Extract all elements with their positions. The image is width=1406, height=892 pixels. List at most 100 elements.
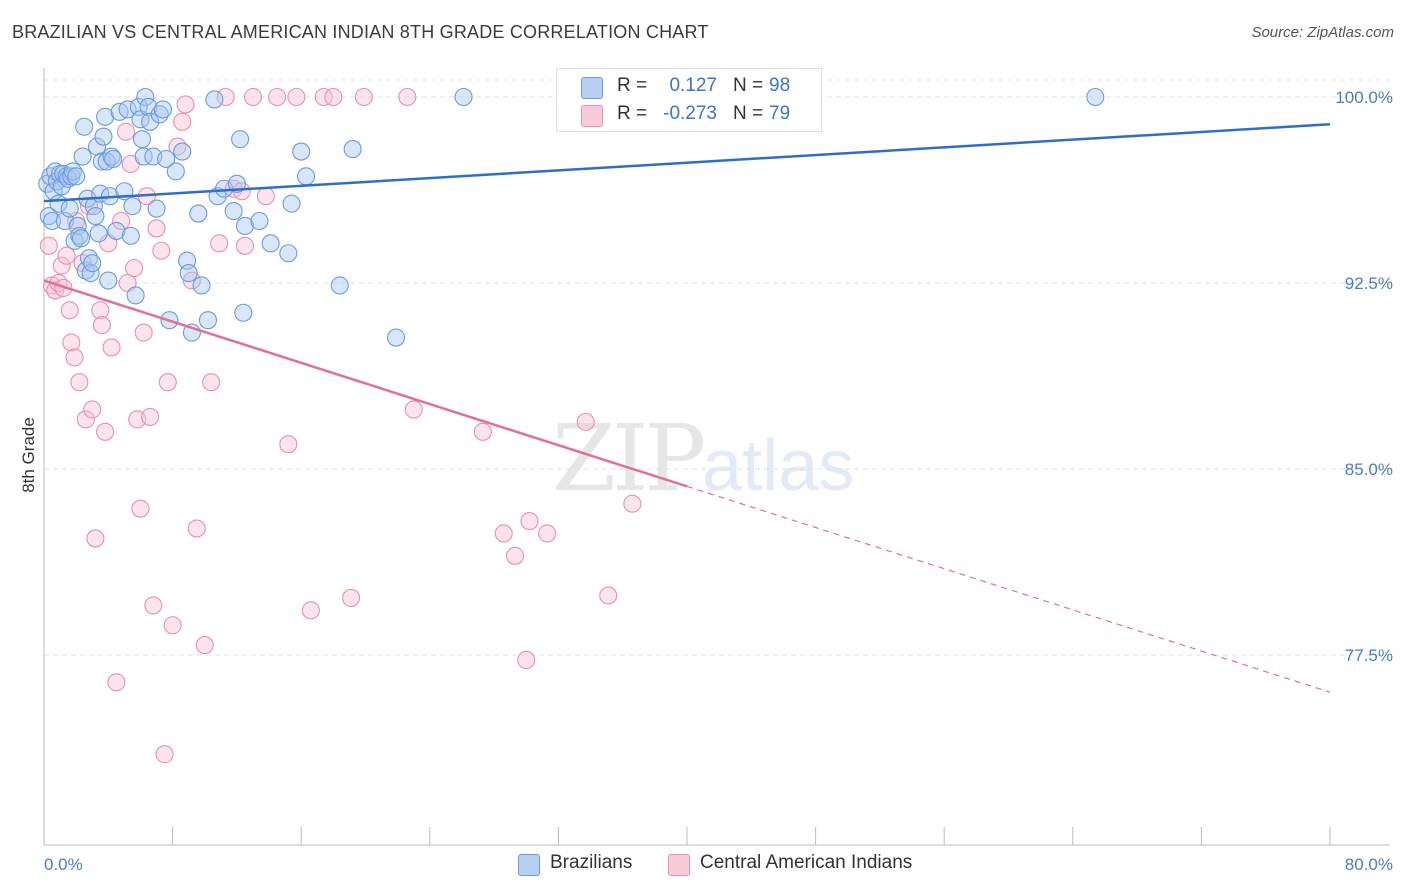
bottom-legend-swatch-blue: [518, 854, 540, 876]
data-point-brazilians: [104, 149, 123, 169]
axes: [43, 68, 1390, 846]
data-point-central-american-indians: [173, 112, 192, 131]
data-point-central-american-indians: [76, 410, 95, 429]
legend-n-value: 79: [769, 103, 791, 124]
data-point-central-american-indians: [155, 745, 174, 764]
bottom-legend-label: Central American Indians: [700, 852, 913, 873]
data-point-brazilians: [123, 197, 142, 216]
data-point-central-american-indians: [505, 546, 525, 565]
data-point-central-american-indians: [268, 87, 287, 107]
data-point-brazilians: [39, 206, 58, 226]
data-point-central-american-indians: [494, 524, 513, 543]
legend-n-label: N =: [733, 75, 764, 96]
data-point-brazilians: [279, 244, 298, 263]
x-tick-label: 80.0%: [1345, 855, 1393, 874]
data-point-central-american-indians: [57, 246, 76, 265]
data-point-brazilians: [292, 142, 311, 161]
data-point-brazilians: [205, 90, 224, 109]
data-point-central-american-indians: [314, 87, 333, 107]
data-point-brazilians: [231, 130, 250, 149]
data-point-brazilians: [63, 162, 82, 181]
data-point-central-american-indians: [301, 601, 320, 620]
data-point-central-american-indians: [287, 87, 306, 107]
data-point-brazilians: [227, 174, 246, 193]
data-point-central-american-indians: [517, 650, 536, 670]
data-point-brazilians: [192, 276, 211, 295]
data-point-brazilians: [386, 328, 406, 347]
data-point-central-american-indians: [202, 373, 221, 392]
data-point-brazilians: [121, 226, 140, 245]
data-point-brazilians: [79, 249, 99, 268]
data-point-central-american-indians: [404, 400, 423, 419]
data-point-central-american-indians: [235, 236, 254, 255]
data-point-central-american-indians: [65, 348, 84, 367]
data-point-brazilians: [157, 149, 176, 169]
data-point-brazilians: [330, 276, 349, 295]
data-point-central-american-indians: [158, 373, 177, 392]
data-point-central-american-indians: [83, 400, 102, 419]
data-point-central-american-indians: [341, 588, 361, 608]
data-point-brazilians: [94, 127, 113, 146]
legend-row-brazilians: R = 0.127 N = 98: [557, 73, 821, 101]
data-point-brazilians: [235, 216, 254, 236]
data-point-central-american-indians: [107, 673, 126, 692]
data-point-central-american-indians: [86, 529, 105, 548]
data-point-brazilians: [126, 286, 145, 305]
data-point-brazilians: [134, 147, 153, 166]
data-point-central-american-indians: [96, 422, 115, 441]
chart-source: Source: ZipAtlas.com: [1251, 24, 1394, 41]
y-tick-label: 77.5%: [1345, 646, 1393, 665]
data-point-central-american-indians: [324, 87, 343, 107]
data-point-central-american-indians: [176, 95, 195, 114]
data-point-brazilians: [133, 130, 152, 149]
data-point-brazilians: [179, 264, 198, 283]
data-point-brazilians: [250, 211, 269, 231]
data-point-brazilians: [296, 167, 316, 186]
grid-lines: [44, 79, 1390, 656]
data-point-central-american-indians: [599, 586, 618, 605]
data-point-brazilians: [60, 199, 79, 218]
data-point-central-american-indians: [168, 137, 187, 156]
bottom-legend-swatch-pink: [668, 854, 690, 876]
data-point-central-american-indians: [473, 422, 492, 441]
data-point-central-american-indians: [576, 412, 595, 431]
legend-swatch-blue: [581, 77, 603, 99]
data-point-central-american-indians: [152, 241, 171, 260]
data-point-central-american-indians: [70, 373, 89, 392]
data-point-brazilians: [261, 234, 280, 253]
data-point-central-american-indians: [92, 316, 111, 335]
data-point-central-american-indians: [210, 234, 229, 253]
data-point-central-american-indians: [124, 259, 144, 278]
data-point-brazilians: [454, 87, 473, 107]
data-point-brazilians: [118, 100, 137, 119]
data-point-central-american-indians: [147, 219, 166, 238]
data-point-brazilians: [136, 87, 155, 107]
data-point-central-american-indians: [62, 333, 81, 352]
y-tick-label: 100.0%: [1335, 88, 1393, 107]
data-point-brazilians: [189, 204, 208, 223]
data-point-brazilians: [234, 303, 253, 322]
data-point-brazilians: [153, 100, 173, 119]
data-point-central-american-indians: [623, 494, 642, 513]
data-point-brazilians: [86, 206, 105, 226]
trend-line-extension-central-american-indians: [686, 485, 1331, 693]
data-point-brazilians: [67, 167, 86, 186]
data-point-central-american-indians: [195, 636, 214, 655]
data-point-brazilians: [107, 221, 126, 240]
watermark-atlas: atlas: [702, 426, 855, 506]
legend-r-label: R =: [617, 75, 648, 96]
legend-n-label: N =: [733, 103, 764, 124]
data-point-central-american-indians: [141, 407, 160, 426]
data-point-central-american-indians: [134, 323, 153, 342]
data-point-central-american-indians: [216, 87, 235, 107]
data-point-brazilians: [1086, 87, 1105, 107]
bottom-legend-label: Brazilians: [550, 852, 633, 873]
watermark: ZIPatlas: [552, 405, 854, 512]
y-axis-label: 8th Grade: [19, 417, 38, 493]
data-point-brazilians: [141, 112, 160, 131]
data-point-central-american-indians: [60, 301, 79, 320]
trend-lines: [43, 123, 1331, 693]
data-point-brazilians: [96, 107, 115, 126]
data-point-brazilians: [343, 140, 362, 159]
